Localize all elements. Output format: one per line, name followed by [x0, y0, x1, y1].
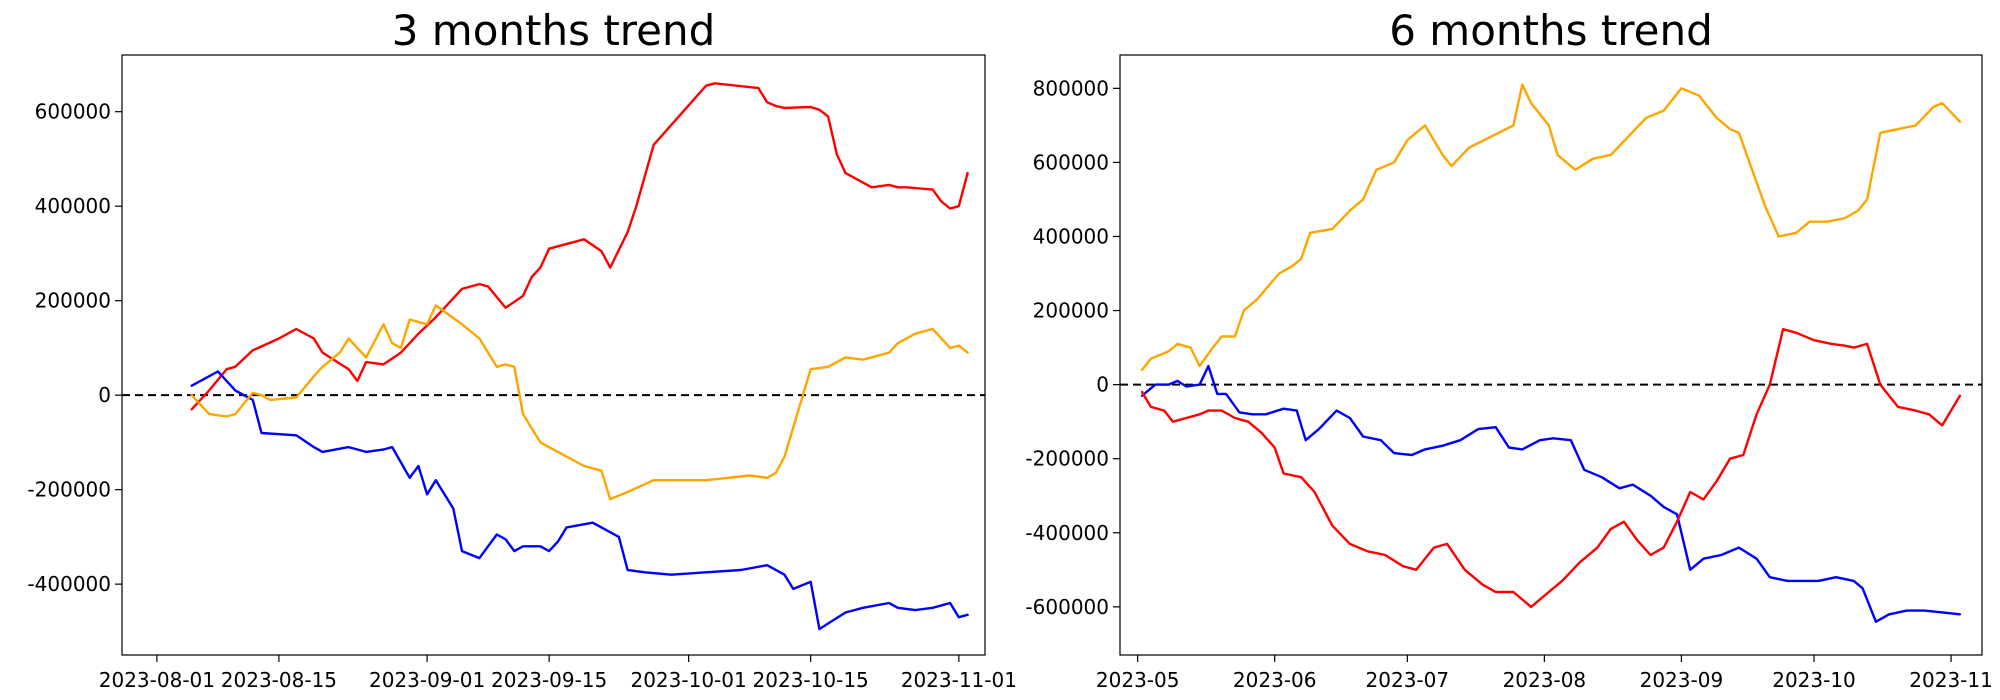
- y-tick-label: 800000: [1033, 76, 1109, 100]
- y-tick-label: 200000: [1033, 299, 1109, 323]
- y-tick-label: 400000: [35, 194, 111, 218]
- chart-title: 3 months trend: [392, 6, 716, 55]
- x-tick-label: 2023-10-15: [753, 668, 869, 692]
- x-tick-label: 2023-09-01: [369, 668, 485, 692]
- x-tick-label: 2023-05: [1096, 668, 1180, 692]
- series-line-2: [1140, 364, 1962, 623]
- x-tick-label: 2023-09: [1640, 668, 1724, 692]
- y-tick-label: 200000: [35, 289, 111, 313]
- y-tick-label: -600000: [1025, 595, 1109, 619]
- x-tick-label: 2023-07: [1366, 668, 1450, 692]
- plot-area-frame: [121, 54, 986, 656]
- x-tick-label: 2023-08: [1503, 668, 1587, 692]
- series-line-1: [190, 82, 969, 411]
- y-tick-label: 400000: [1033, 224, 1109, 248]
- x-tick-label: 2023-09-15: [491, 668, 607, 692]
- chart-3-months: 3 months trend -400000 -200000 0 200000 40000…: [27, 6, 1017, 692]
- y-tick-label: 600000: [1033, 150, 1109, 174]
- plot-area-frame: [1119, 54, 1983, 656]
- y-tick-label: -200000: [1025, 447, 1109, 471]
- y-tick-label: 0: [98, 383, 111, 407]
- y-tick-label: -400000: [1025, 521, 1109, 545]
- y-tick-label: -400000: [27, 572, 111, 596]
- y-tick-label: 0: [1096, 373, 1109, 397]
- x-tick-label: 2023-10-01: [630, 668, 746, 692]
- x-tick-label: 2023-11: [1909, 668, 1993, 692]
- series-line-3: [190, 304, 969, 501]
- x-tick-label: 2023-08-01: [99, 668, 215, 692]
- y-tick-label: 600000: [35, 100, 111, 124]
- y-tick-label: -200000: [27, 478, 111, 502]
- series-line-1: [1140, 83, 1962, 371]
- x-tick-label: 2023-11-01: [901, 668, 1017, 692]
- x-tick-label: 2023-10: [1772, 668, 1856, 692]
- x-tick-label: 2023-08-15: [221, 668, 337, 692]
- series-line-3: [1140, 327, 1962, 609]
- chart-title: 6 months trend: [1389, 6, 1713, 55]
- chart-6-months: 6 months trend -600000 -400000 -200000 0 2000…: [1025, 6, 1992, 692]
- x-tick-label: 2023-06: [1233, 668, 1317, 692]
- series-line-2: [190, 370, 969, 631]
